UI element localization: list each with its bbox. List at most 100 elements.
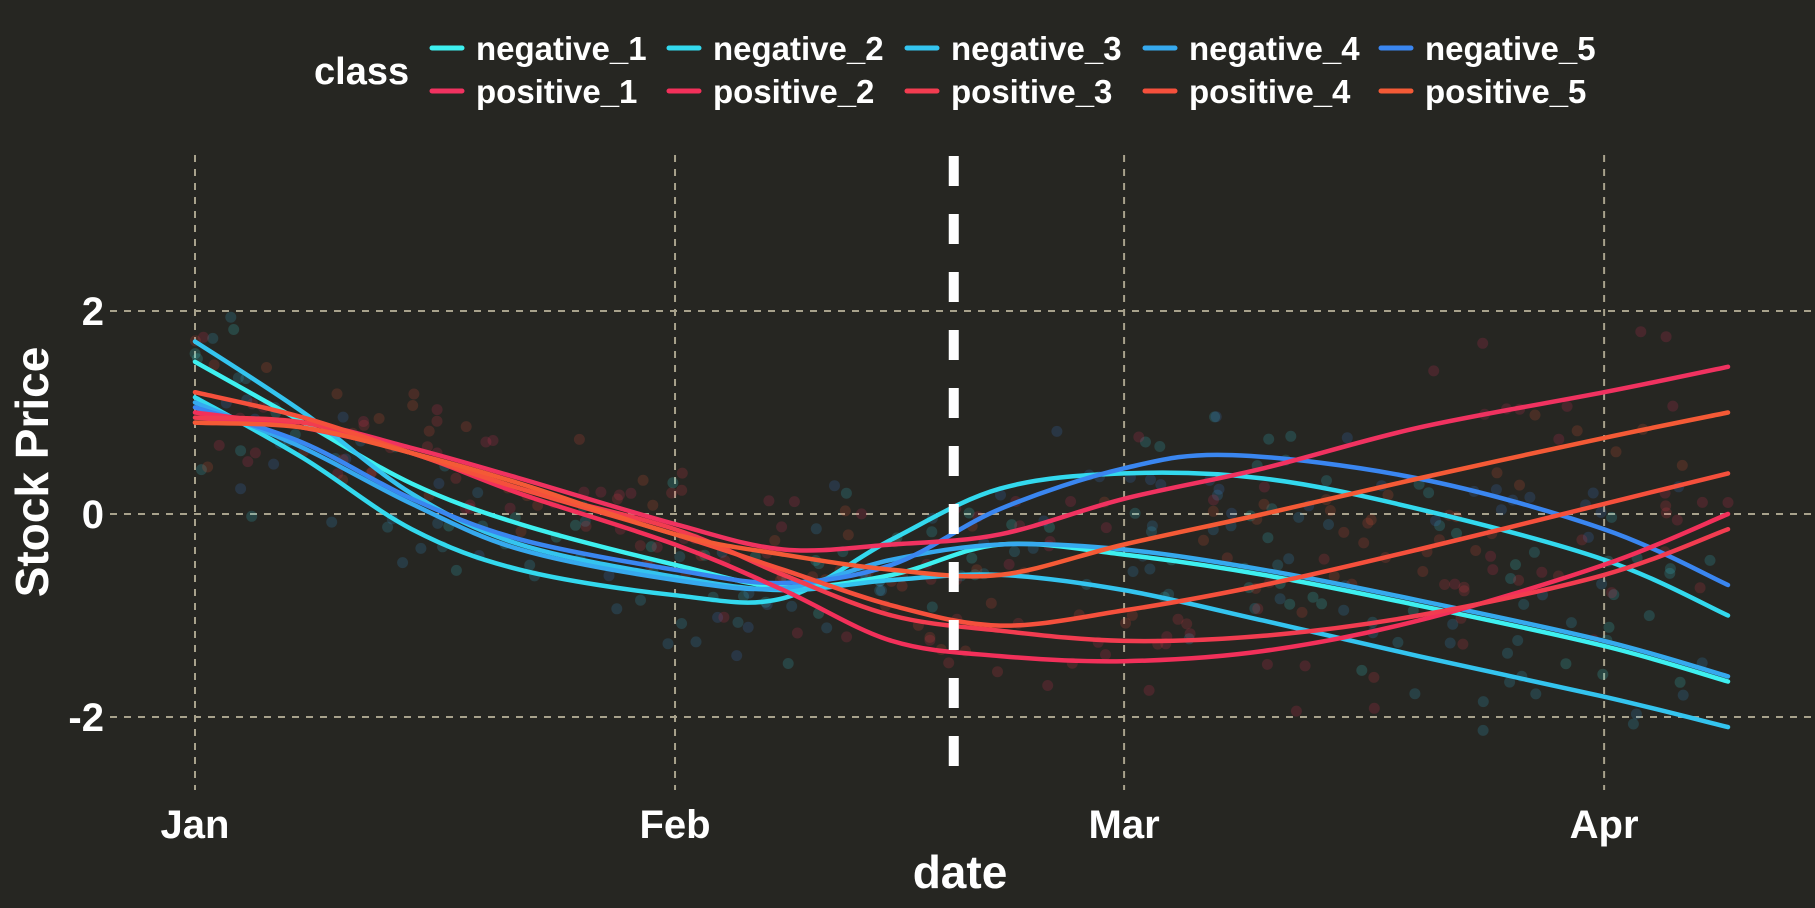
scatter-point — [1597, 668, 1609, 680]
scatter-point — [573, 433, 585, 445]
x-tick-label: Jan — [161, 803, 230, 847]
scatter-point — [1208, 494, 1219, 506]
scatter-point — [1722, 497, 1734, 508]
x-tick-label: Mar — [1089, 803, 1160, 847]
scatter-point — [450, 472, 462, 484]
scatter-point — [1439, 579, 1451, 590]
scatter-point — [1595, 506, 1607, 518]
y-tick-label: 0 — [82, 493, 104, 537]
scatter-point — [515, 526, 527, 537]
scatter-point — [431, 415, 443, 427]
scatter-point — [611, 603, 623, 615]
y-tick-label: -2 — [68, 696, 104, 740]
legend-label-positive-4: positive_4 — [1189, 73, 1351, 110]
scatter-point — [232, 372, 244, 384]
scatter-point — [1627, 718, 1639, 730]
scatter-point — [1009, 546, 1020, 558]
scatter-point — [1382, 489, 1394, 501]
scatter-point — [1341, 432, 1353, 444]
scatter-point — [1477, 724, 1489, 736]
scatter-point — [1100, 522, 1112, 534]
scatter-point — [1368, 702, 1380, 714]
scatter-point — [985, 597, 997, 609]
scatter-point — [1307, 591, 1319, 603]
scatter-point — [1392, 636, 1404, 648]
scatter-point — [732, 616, 744, 628]
scatter-point — [1140, 436, 1151, 448]
scatter-point — [408, 388, 420, 400]
scatter-point — [242, 456, 254, 468]
scatter-point — [676, 484, 688, 496]
scatter-point — [1510, 559, 1521, 571]
scatter-point — [1198, 534, 1209, 546]
scatter-point — [1409, 688, 1421, 700]
scatter-point — [1249, 603, 1261, 614]
scatter-point — [213, 439, 225, 451]
legend-label-negative-3: negative_3 — [951, 30, 1122, 67]
scatter-point — [1477, 696, 1489, 708]
scatter-point — [666, 487, 678, 499]
scatter-point — [840, 487, 852, 499]
scatter-point — [1284, 598, 1296, 610]
scatter-point — [1065, 496, 1077, 507]
scatter-point — [373, 413, 385, 424]
scatter-point — [1470, 545, 1482, 556]
scatter-point — [397, 557, 409, 569]
scatter-point — [1444, 637, 1456, 649]
scatter-point — [896, 580, 908, 592]
scatter-point — [1127, 566, 1139, 577]
scatter-point — [662, 638, 674, 650]
scatter-point — [1356, 664, 1368, 676]
scatter-point — [637, 474, 649, 486]
scatter-point — [763, 495, 775, 507]
scatter-point — [228, 324, 240, 335]
y-tick-label: 2 — [82, 290, 104, 334]
scatter-point — [1505, 573, 1517, 584]
scatter-point — [1184, 628, 1196, 640]
x-tick-label: Feb — [639, 803, 710, 847]
scatter-point — [1323, 519, 1334, 530]
scatter-point — [625, 487, 637, 499]
scatter-point — [647, 499, 659, 511]
scatter-point — [876, 585, 887, 597]
legend: class negative_1 negative_2 negative_3 nega… — [314, 30, 1596, 110]
scatter-point — [1458, 585, 1470, 597]
scatter-point — [1630, 708, 1642, 720]
scatter-point — [1155, 479, 1167, 491]
legend-label-positive-5: positive_5 — [1425, 73, 1586, 110]
scatter-point — [1324, 505, 1336, 516]
scatter-point — [1571, 425, 1583, 437]
scatter-point — [580, 520, 592, 532]
scatter-point — [1299, 660, 1311, 672]
scatter-point — [1495, 504, 1507, 516]
scatter-point — [1608, 589, 1620, 601]
scatter-point — [570, 519, 581, 531]
scatter-point — [524, 559, 536, 571]
series-line-positive-5 — [192, 410, 1731, 579]
scatter-point — [924, 634, 936, 646]
scatter-point — [1044, 521, 1055, 533]
scatter-point — [1553, 433, 1565, 445]
scatter-point — [841, 631, 853, 643]
scatter-point — [1635, 326, 1647, 338]
scatter-point — [433, 478, 445, 489]
scatter-point — [782, 658, 794, 669]
scatter-point — [1226, 507, 1238, 519]
legend-label-positive-2: positive_2 — [713, 73, 874, 110]
series-line-negative-5 — [192, 405, 1731, 588]
scatter-point — [504, 502, 516, 514]
scatter-point — [472, 487, 484, 499]
scatter-point — [1490, 484, 1502, 496]
scatter-point — [634, 540, 646, 552]
scatter-point — [1003, 558, 1015, 570]
scatter-point — [450, 564, 462, 576]
scatter-point — [460, 421, 472, 433]
scatter-point — [1272, 559, 1284, 571]
scatter-point — [1129, 507, 1141, 519]
scatter-point — [856, 508, 867, 520]
scatter-point — [1221, 552, 1233, 564]
scatter-point — [202, 461, 214, 473]
scatter-point — [1423, 487, 1435, 499]
scatter-point — [1338, 526, 1350, 538]
scatter-point — [235, 445, 247, 457]
